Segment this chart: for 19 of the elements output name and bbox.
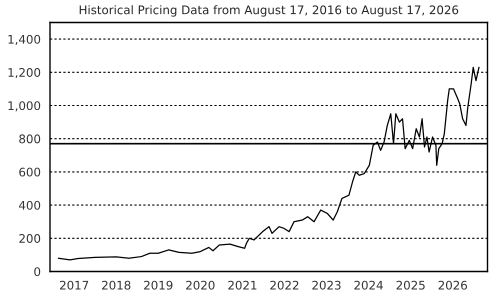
y-tick-label: 200 <box>19 234 40 243</box>
x-tick-label: 2020 <box>186 280 215 290</box>
y-tick-label: 0 <box>34 267 40 276</box>
y-tick-label: 600 <box>19 168 40 177</box>
chart-title: Historical Pricing Data from August 17, 2016 to August 17, 2026 <box>80 5 458 17</box>
x-tick-label: 2018 <box>102 280 130 290</box>
x-tick-label: 2023 <box>312 280 341 290</box>
x-tick-label: 2024 <box>354 280 383 290</box>
y-tick-label: 400 <box>19 200 40 210</box>
x-tick-label: 2017 <box>60 280 88 290</box>
y-tick-label: 1,000 <box>8 101 40 112</box>
y-tick-label: 1,400 <box>8 34 40 45</box>
x-tick-label: 2019 <box>144 280 172 290</box>
x-tick-label: 2025 <box>396 280 425 290</box>
y-tick-label: 800 <box>19 134 40 144</box>
x-tick-label: 2021 <box>228 280 256 290</box>
y-tick-label: 1,200 <box>8 68 40 78</box>
x-tick-label: 2026 <box>438 280 467 290</box>
x-tick-label: 2022 <box>270 280 298 290</box>
